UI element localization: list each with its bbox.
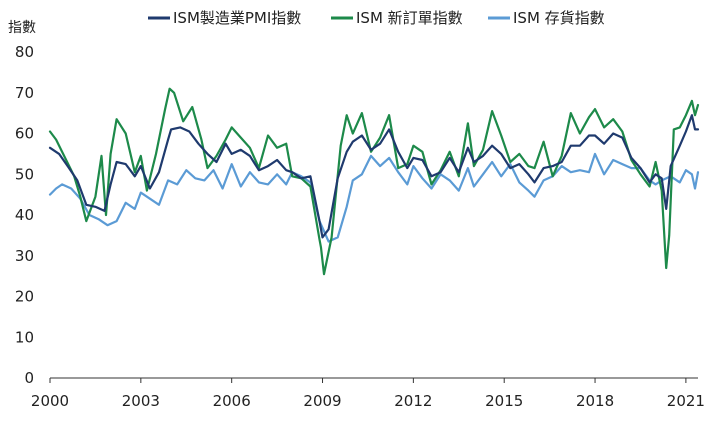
legend: ISM製造業PMI指數 ISM 新訂單指數 ISM 存貨指數 <box>148 9 605 27</box>
y-tick-label: 30 <box>15 247 34 265</box>
x-tick-label: 2003 <box>122 392 160 410</box>
y-tick-label: 10 <box>15 328 34 346</box>
series-line-0 <box>48 114 700 239</box>
x-tick-label: 2021 <box>667 392 705 410</box>
y-tick-label: 40 <box>15 206 34 224</box>
y-axis-unit-label: 指數 <box>8 20 36 36</box>
y-tick-label: 80 <box>15 43 34 61</box>
y-tick-label: 50 <box>15 165 34 183</box>
y-tick-label: 0 <box>24 369 34 387</box>
legend-label: ISM 新訂單指數 <box>356 9 463 27</box>
x-tick-label: 2000 <box>31 392 69 410</box>
x-axis: 2000 2003 2006 2009 2012 2015 2018 2021 <box>31 378 705 410</box>
series-line-2 <box>48 152 700 243</box>
x-tick-label: 2009 <box>303 392 341 410</box>
series-lines <box>48 87 700 276</box>
y-tick-label: 60 <box>15 125 34 143</box>
y-axis: 0 10 20 30 40 50 60 70 80 <box>15 43 34 387</box>
x-tick-label: 2015 <box>485 392 523 410</box>
legend-label: ISM製造業PMI指數 <box>173 9 301 27</box>
x-tick-label: 2006 <box>213 392 251 410</box>
y-tick-label: 70 <box>15 84 34 102</box>
x-tick-label: 2018 <box>576 392 614 410</box>
x-tick-label: 2012 <box>394 392 432 410</box>
y-tick-label: 20 <box>15 288 34 306</box>
legend-label: ISM 存貨指數 <box>513 9 605 27</box>
